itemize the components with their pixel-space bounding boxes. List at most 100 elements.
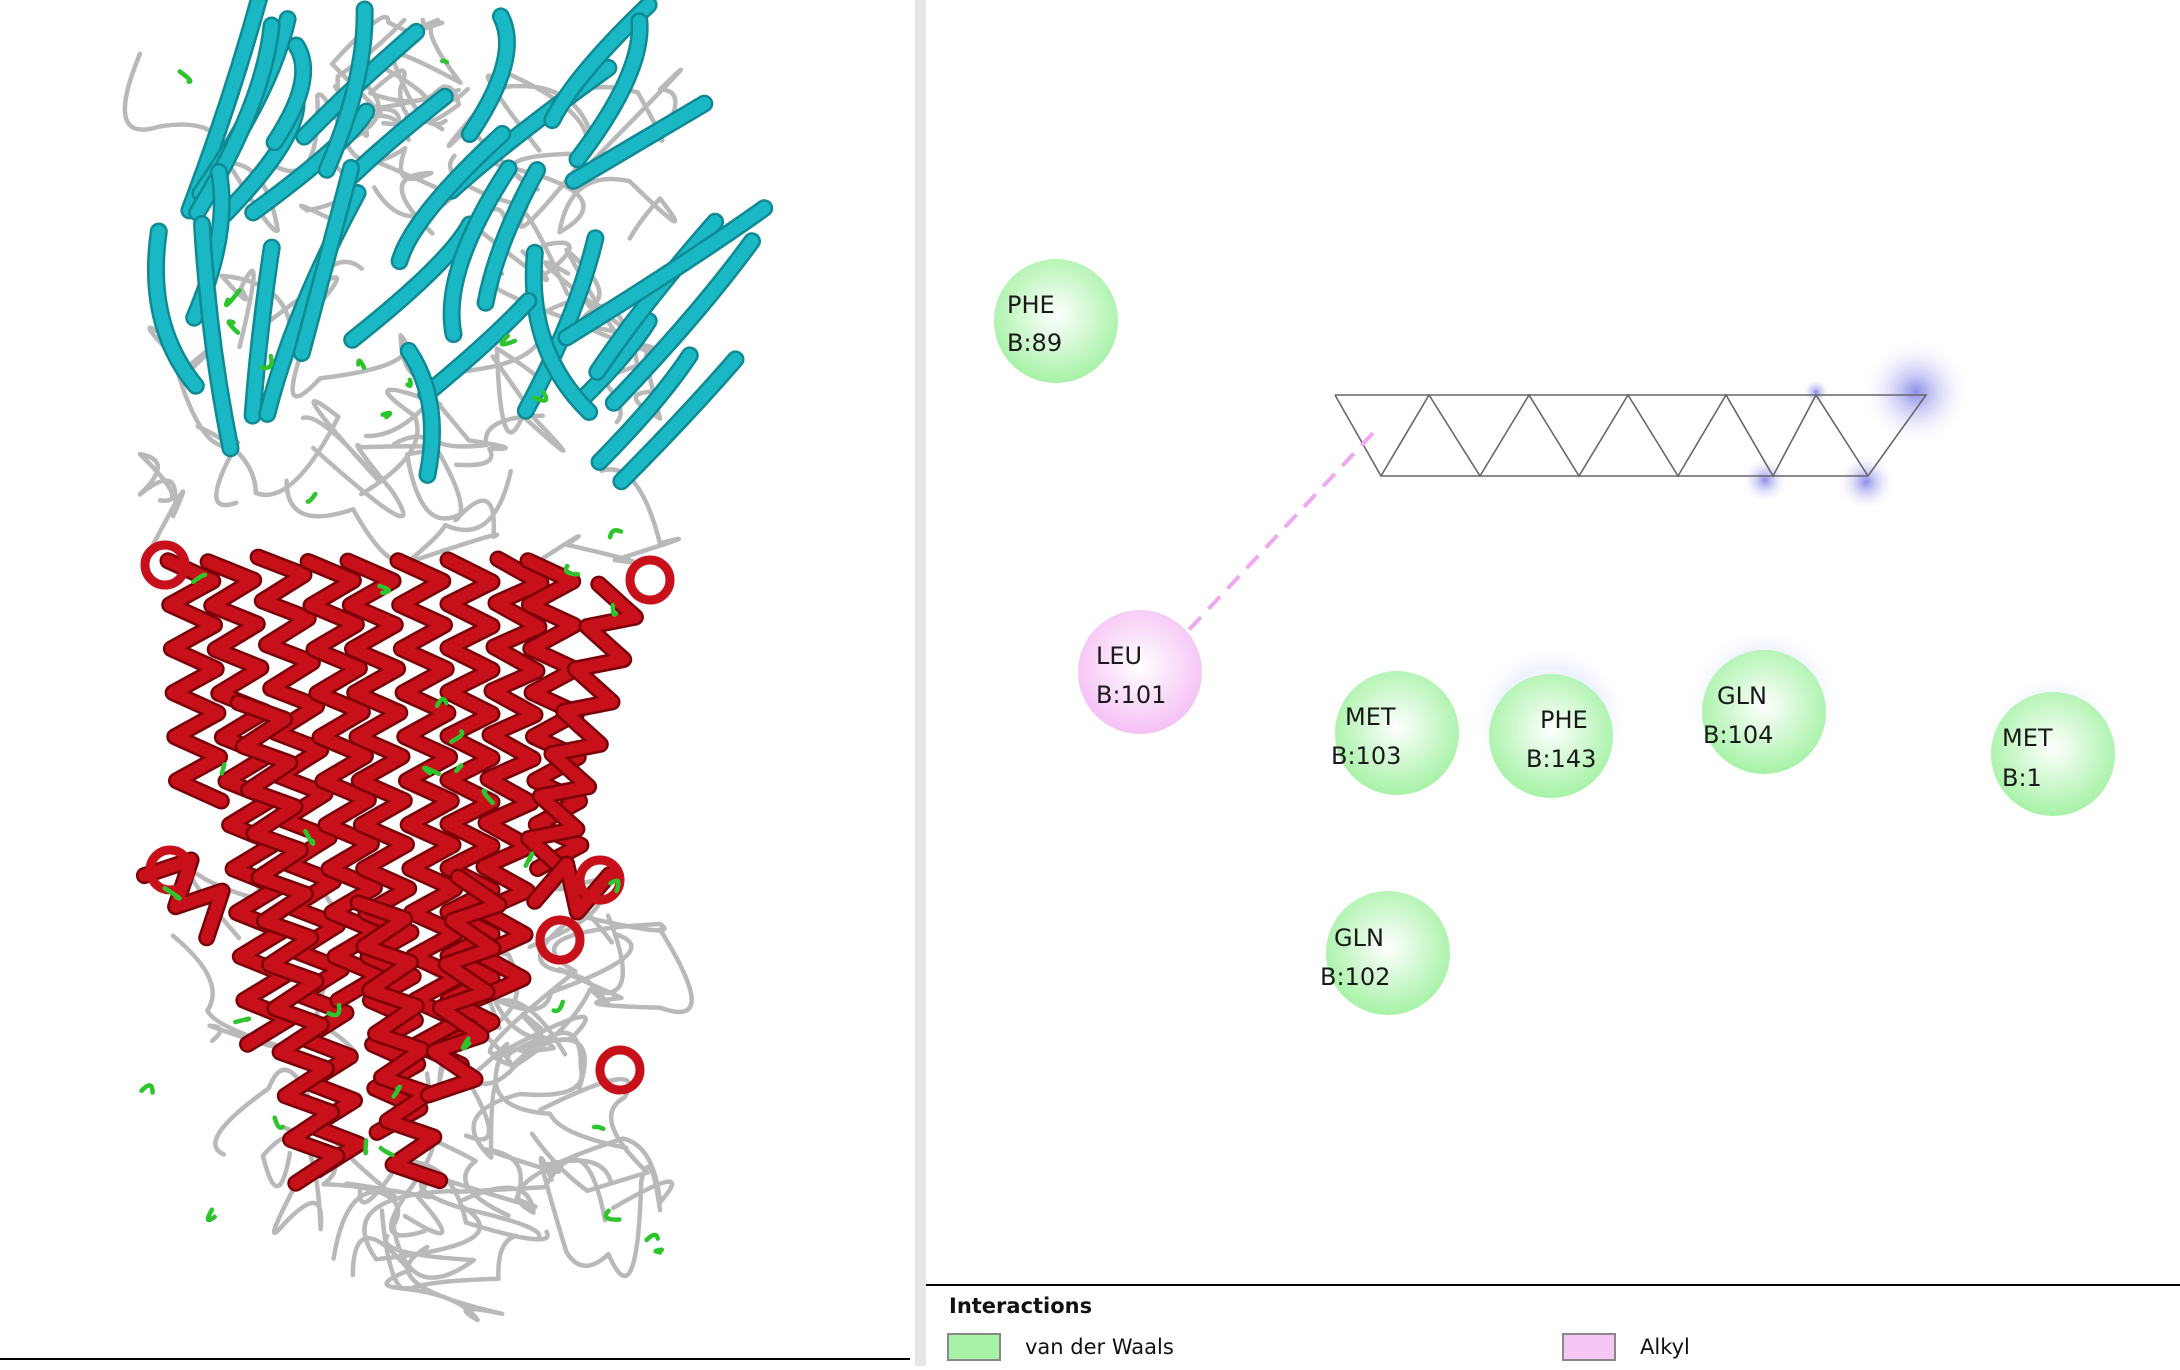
coil-loop	[537, 467, 681, 565]
beta-strand	[559, 201, 771, 345]
residue-name: MET	[2002, 724, 2053, 752]
panel-splitter[interactable]	[915, 0, 926, 1366]
turn-segment	[607, 528, 624, 540]
helix-ribbon	[352, 896, 446, 1187]
helix-coil	[575, 855, 625, 905]
helix-coil	[535, 915, 585, 965]
residue-disc	[1489, 674, 1613, 798]
turn-segment	[608, 878, 621, 894]
helix-ribbon	[302, 555, 387, 1007]
turn-segment	[449, 729, 465, 744]
beta-strand	[419, 294, 535, 401]
panel-divider	[0, 1358, 910, 1360]
turn-segment	[405, 377, 413, 388]
beta-strand	[574, 314, 656, 408]
residue-name: GLN	[1717, 682, 1767, 710]
beta-strand	[567, 97, 711, 188]
turn-segment	[422, 765, 442, 777]
residue-id: B:103	[1331, 742, 1401, 770]
interaction-diagram: PHE B:89 LEU B:101 MET B:103 PHE B:143 GLN B:104 M…	[994, 259, 2119, 1015]
van-der-waals-swatch	[947, 1333, 1001, 1361]
residue-id: B:104	[1703, 721, 1773, 749]
turn-segment	[219, 762, 227, 776]
residue-id: B:1	[2002, 764, 2042, 792]
turn-segment	[233, 1016, 252, 1025]
turn-segment	[226, 319, 241, 335]
residue-phe-b89[interactable]: PHE B:89	[994, 259, 1118, 383]
residue-name: LEU	[1096, 642, 1142, 670]
residue-gln-b102[interactable]: GLN B:102	[1320, 891, 1450, 1015]
turn-segment	[303, 829, 316, 846]
turn-segment	[610, 602, 619, 617]
turn-segment	[139, 1083, 155, 1095]
turn-segment	[162, 885, 182, 901]
coil-loop	[137, 451, 186, 552]
turn-segment	[653, 1247, 665, 1255]
coil-loop	[494, 162, 678, 241]
beta-strand	[295, 161, 358, 360]
turn-segment	[378, 1145, 395, 1158]
helix-ribbon	[162, 554, 228, 807]
legend-title: Interactions	[949, 1294, 1093, 1318]
helix-coil	[145, 845, 195, 895]
helix-ribbon	[232, 696, 343, 1190]
protein-structure-view[interactable]	[0, 0, 915, 1366]
turn-segment	[439, 58, 450, 65]
helix-ribbon	[138, 854, 229, 944]
coil-loop	[557, 927, 694, 1015]
beta-strand	[479, 163, 544, 310]
ligand-sas-blob	[1861, 337, 1971, 447]
ligand-sas-blob	[1802, 378, 1830, 406]
beta-strand	[519, 231, 602, 418]
beta-strand	[393, 127, 509, 268]
turn-segment	[531, 389, 549, 403]
turn-segment	[434, 696, 449, 709]
coil-loop	[310, 443, 465, 521]
residue-gln-b104[interactable]: GLN B:104	[1702, 650, 1826, 774]
turn-segment	[563, 563, 581, 577]
coil-loop	[424, 1146, 614, 1210]
beta-strand	[268, 39, 310, 149]
coil-loop	[461, 1136, 675, 1215]
residue-disc	[1326, 891, 1450, 1015]
helix-ribbon	[392, 554, 468, 1071]
turn-segment	[380, 410, 393, 420]
coil-loop	[487, 913, 667, 1056]
turn-segment	[499, 333, 518, 347]
residue-phe-b143[interactable]: PHE B:143	[1489, 674, 1613, 798]
coil-loop	[534, 247, 625, 340]
turn-segment	[460, 1036, 472, 1051]
residue-layer: PHE B:89 LEU B:101 MET B:103 PHE B:143 GLN B:104 M…	[994, 259, 2115, 1015]
legend-label-van-der-waals: van der Waals	[1025, 1335, 1174, 1359]
helix-coil	[625, 555, 675, 605]
residue-met-b103[interactable]: MET B:103	[1331, 671, 1459, 795]
beta-strand	[614, 352, 742, 488]
beta-strand	[149, 225, 203, 393]
ligand-sas-blob	[1836, 452, 1896, 512]
beta-sheets	[146, 0, 774, 491]
residue-id: B:89	[1007, 329, 1062, 357]
turn-segment	[454, 763, 464, 774]
residue-name: MET	[1345, 703, 1396, 731]
beta-strand	[571, 14, 647, 166]
interactions-legend: Interactions van der Waals Alkyl	[926, 1284, 2180, 1368]
helix-ribbon	[422, 871, 505, 1101]
beta-strand	[402, 344, 439, 482]
alkyl-swatch	[1562, 1333, 1616, 1361]
alkyl-interaction-line	[1155, 431, 1375, 666]
residue-leu-b101[interactable]: LEU B:101	[1078, 610, 1202, 734]
helix-ribbon	[528, 858, 616, 918]
beta-strand	[246, 241, 279, 423]
residue-met-b1[interactable]: MET B:1	[1991, 692, 2115, 816]
beta-strand	[320, 3, 372, 177]
turn-segment	[356, 358, 367, 371]
residue-name: GLN	[1334, 924, 1384, 952]
coil-loop	[350, 1233, 519, 1291]
beta-strand	[590, 215, 722, 379]
turn-segment	[377, 583, 391, 596]
residue-disc	[1335, 671, 1459, 795]
interaction-diagram-view[interactable]: PHE B:89 LEU B:101 MET B:103 PHE B:143 GLN B:104 M…	[926, 0, 2180, 1368]
beta-strand	[463, 9, 514, 141]
beta-strand	[607, 234, 759, 410]
residue-id: B:101	[1096, 681, 1166, 709]
